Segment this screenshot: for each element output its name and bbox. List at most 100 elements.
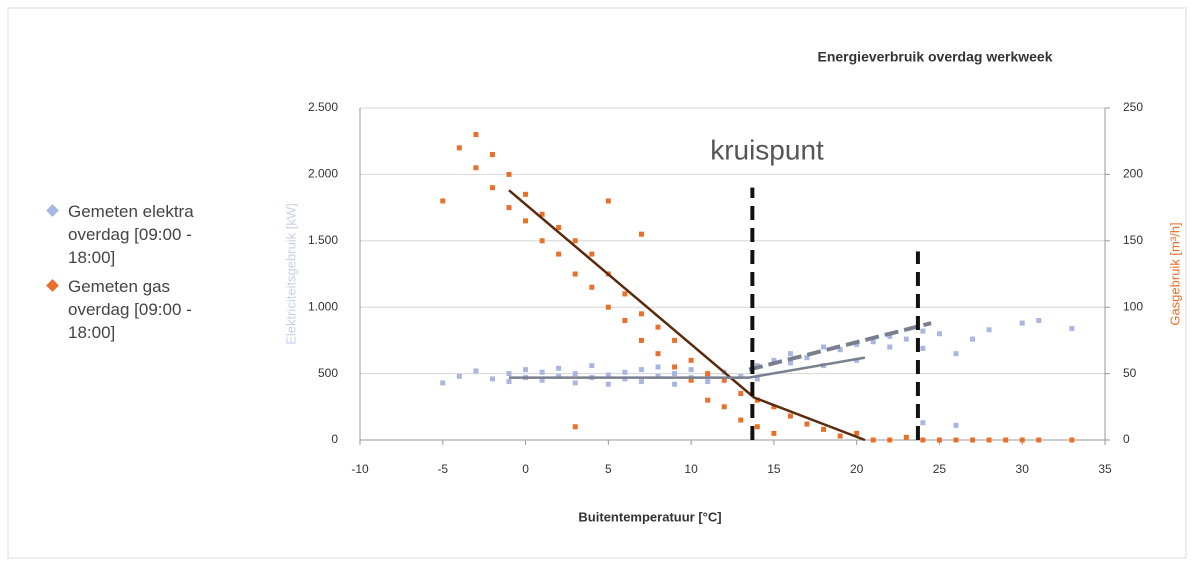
point: [589, 363, 595, 369]
legend-marker: [46, 204, 59, 217]
point: [605, 304, 611, 310]
y-axis-label: Elektriciteitsgebruik [kW]: [283, 203, 298, 345]
point: [473, 165, 479, 171]
point: [936, 331, 942, 337]
point: [605, 372, 611, 378]
point: [771, 430, 777, 436]
point: [986, 327, 992, 333]
point: [672, 371, 678, 377]
point: [506, 379, 512, 385]
point: [506, 171, 512, 177]
point: [655, 324, 661, 330]
point: [638, 231, 644, 237]
point: [870, 437, 876, 443]
y2-tick-label: 0: [1123, 432, 1130, 446]
legend: Gemeten elektra overdag [09:00 - 18:00] G…: [42, 200, 217, 350]
x-tick-label: 0: [522, 462, 529, 476]
annotation: kruispunt: [710, 134, 824, 165]
point: [1036, 317, 1042, 323]
point: [887, 437, 893, 443]
point: [903, 336, 909, 342]
point: [854, 430, 860, 436]
point: [589, 251, 595, 257]
point: [539, 377, 545, 383]
point: [556, 373, 562, 379]
point: [754, 397, 760, 403]
point: [523, 218, 529, 224]
point: [920, 345, 926, 351]
point: [638, 367, 644, 373]
point: [539, 211, 545, 217]
legend-label: Gemeten gas overdag [09:00 - 18:00]: [68, 277, 192, 342]
point: [721, 377, 727, 383]
point: [887, 344, 893, 350]
point: [1069, 325, 1075, 331]
point: [787, 351, 793, 357]
point: [787, 360, 793, 366]
y-tick-label: 1.500: [308, 233, 338, 247]
frame: [7, 7, 1187, 559]
point: [936, 437, 942, 443]
point: [672, 337, 678, 343]
point: [556, 225, 562, 231]
point: [622, 317, 628, 323]
point: [705, 397, 711, 403]
point: [638, 337, 644, 343]
point: [705, 379, 711, 385]
point: [1019, 320, 1025, 326]
point: [920, 420, 926, 426]
point: [589, 284, 595, 290]
point: [572, 424, 578, 430]
point: [506, 371, 512, 377]
point: [903, 434, 909, 440]
point: [1036, 437, 1042, 443]
point: [688, 357, 694, 363]
x-tick-label: -10: [351, 462, 369, 476]
point: [655, 364, 661, 370]
point: [953, 437, 959, 443]
point: [870, 339, 876, 345]
point: [672, 364, 678, 370]
y2-tick-label: 50: [1123, 366, 1137, 380]
x-tick-label: 10: [684, 462, 698, 476]
y2-axis-label: Gasgebruik [m³/h]: [1167, 222, 1182, 325]
point: [456, 145, 462, 151]
y-tick-label: 2.500: [308, 100, 338, 114]
point: [1069, 437, 1075, 443]
point: [605, 381, 611, 387]
point: [456, 373, 462, 379]
point: [821, 426, 827, 432]
point: [771, 357, 777, 363]
x-tick-label: 25: [933, 462, 947, 476]
point: [440, 198, 446, 204]
point: [572, 238, 578, 244]
trend-line: [508, 189, 866, 442]
point: [804, 421, 810, 427]
point: [622, 376, 628, 382]
point: [638, 311, 644, 317]
legend-entry: Gemeten elektra overdag [09:00 - 18:00]: [42, 200, 217, 269]
x-tick-label: -5: [437, 462, 448, 476]
point: [688, 377, 694, 383]
point: [953, 351, 959, 357]
point: [787, 413, 793, 419]
point: [638, 379, 644, 385]
point: [837, 347, 843, 353]
point: [440, 380, 446, 386]
point: [738, 391, 744, 397]
point: [1003, 437, 1009, 443]
point: [854, 341, 860, 347]
point: [489, 185, 495, 191]
point: [920, 328, 926, 334]
x-tick-label: 20: [850, 462, 864, 476]
y-tick-label: 500: [318, 366, 338, 380]
y2-tick-label: 100: [1123, 299, 1143, 313]
point: [572, 271, 578, 277]
y2-tick-label: 250: [1123, 100, 1143, 114]
point: [953, 422, 959, 428]
point: [506, 205, 512, 211]
point: [539, 369, 545, 375]
point: [655, 351, 661, 357]
point: [970, 336, 976, 342]
